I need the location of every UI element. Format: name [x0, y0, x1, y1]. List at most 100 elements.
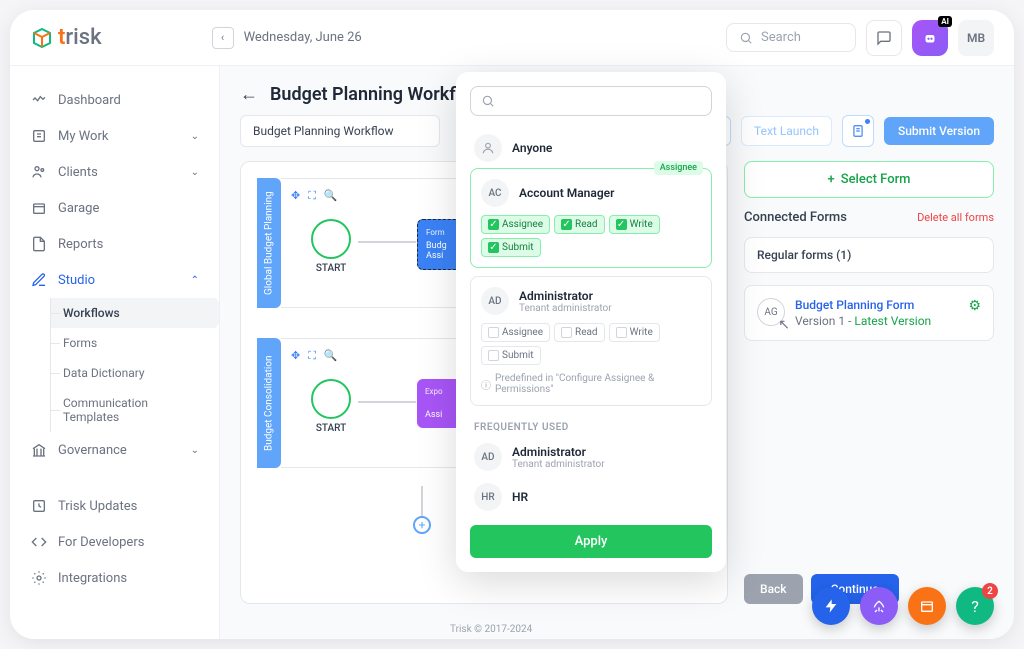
move-icon[interactable]: ✥ — [291, 189, 300, 203]
popup-search[interactable] — [470, 86, 712, 116]
nav-label: Clients — [58, 165, 98, 180]
notification-badge: 2 — [982, 583, 998, 599]
nav-dashboard[interactable]: Dashboard — [10, 82, 219, 118]
subnav-comm-templates[interactable]: Communication Templates — [50, 388, 219, 432]
start-circle-icon — [311, 219, 351, 259]
start-label: START — [311, 423, 351, 434]
move-icon[interactable]: ✥ — [291, 349, 300, 363]
select-form-button[interactable]: +Select Form — [744, 161, 994, 198]
gear-icon[interactable]: ⚙ — [968, 298, 981, 328]
person-icon — [474, 134, 502, 162]
ai-assistant-button[interactable]: AI — [912, 20, 948, 56]
subnav-forms[interactable]: Forms — [50, 328, 219, 358]
chat-icon — [876, 30, 892, 46]
perm-submit[interactable]: Submit — [481, 346, 541, 365]
nav-label: Reports — [58, 237, 103, 252]
connector-line — [358, 241, 416, 243]
workflow-name-input[interactable]: Budget Planning Workflow — [240, 115, 440, 147]
workflow-tab-label[interactable]: Global Budget Planning — [257, 178, 281, 308]
logo[interactable]: trisk — [30, 25, 102, 50]
nav-developers[interactable]: For Developers — [10, 524, 219, 560]
freq-user-admin[interactable]: AD Administrator Tenant administrator — [470, 437, 712, 477]
sidebar: Dashboard My Work⌄ Clients ⌄ Garage Repor… — [10, 66, 220, 639]
text-launch-button[interactable]: Text Launch — [741, 116, 832, 146]
start-node[interactable]: START — [311, 219, 351, 274]
nav-governance[interactable]: Governance⌄ — [10, 432, 219, 468]
perm-assignee[interactable]: ✓Assignee — [481, 215, 550, 234]
updates-icon — [30, 497, 48, 515]
nav-label: Integrations — [58, 571, 127, 586]
logo-text-risk: risk — [65, 25, 101, 50]
user-subtitle: Tenant administrator — [519, 303, 612, 314]
perm-read[interactable]: ✓Read — [554, 215, 605, 234]
zoom-icon[interactable]: 🔍 — [324, 349, 338, 363]
form-card[interactable]: AG↖ Budget Planning Form Version 1 - Lat… — [744, 285, 994, 341]
apply-button[interactable]: Apply — [470, 525, 712, 558]
rocket-icon — [871, 598, 887, 614]
nav-updates[interactable]: Trisk Updates — [10, 488, 219, 524]
nav-studio[interactable]: Studio⌃ — [10, 262, 219, 298]
fab-rocket[interactable] — [860, 587, 898, 625]
user-avatar[interactable]: MB — [958, 20, 994, 56]
user-name: Anyone — [512, 141, 552, 155]
subnav-data-dictionary[interactable]: Data Dictionary — [50, 358, 219, 388]
user-name: Account Manager — [519, 186, 614, 200]
date-prev-button[interactable]: ‹ — [212, 27, 234, 49]
fab-row: ?2 — [812, 587, 994, 625]
studio-icon — [30, 271, 48, 289]
integrations-icon — [30, 569, 48, 587]
code-icon — [30, 533, 48, 551]
governance-icon — [30, 441, 48, 459]
topbar: trisk ‹ Wednesday, June 26 Search AI MB — [10, 10, 1014, 66]
nav-my-work[interactable]: My Work⌄ — [10, 118, 219, 154]
studio-submenu: Workflows Forms Data Dictionary Communic… — [10, 298, 219, 432]
delete-all-link[interactable]: Delete all forms — [917, 211, 994, 224]
chevron-down-icon: ⌄ — [191, 167, 199, 178]
expand-icon[interactable]: ⛶ — [308, 349, 316, 363]
chevron-up-icon: ⌃ — [191, 275, 199, 286]
perm-card-account-manager: Assignee AC Account Manager ✓Assignee ✓R… — [470, 168, 712, 268]
connector-line — [358, 401, 416, 403]
perm-read[interactable]: Read — [554, 323, 605, 342]
notes-button[interactable] — [842, 115, 874, 147]
perm-assignee[interactable]: Assignee — [481, 323, 550, 342]
expand-icon[interactable]: ⛶ — [308, 189, 316, 203]
add-node-button[interactable]: + — [413, 516, 431, 534]
archive-icon — [919, 598, 935, 614]
start-node[interactable]: START — [311, 379, 351, 434]
nav-reports[interactable]: Reports — [10, 226, 219, 262]
connected-forms-header: Connected Forms Delete all forms — [744, 210, 994, 225]
frequently-used-label: FREQUENTLY USED — [470, 414, 712, 437]
chat-button[interactable] — [866, 20, 902, 56]
zoom-icon[interactable]: 🔍 — [324, 189, 338, 203]
back-arrow[interactable]: ← — [240, 84, 258, 105]
form-name: Budget Planning Form — [795, 298, 958, 312]
user-subtitle: Tenant administrator — [512, 459, 605, 470]
search-placeholder: Search — [761, 30, 801, 45]
submit-version-button[interactable]: Submit Version — [884, 117, 994, 145]
perm-write[interactable]: ✓Write — [609, 215, 660, 234]
perm-write[interactable]: Write — [609, 323, 660, 342]
nav-garage[interactable]: Garage — [10, 190, 219, 226]
nav-integrations[interactable]: Integrations — [10, 560, 219, 596]
nav-label: Trisk Updates — [58, 499, 137, 514]
fab-archive[interactable] — [908, 587, 946, 625]
back-button[interactable]: Back — [744, 574, 803, 604]
lightning-icon — [823, 598, 839, 614]
perm-submit[interactable]: ✓Submit — [481, 238, 541, 257]
global-search[interactable]: Search — [726, 23, 856, 52]
assignee-badge: Assignee — [654, 161, 703, 175]
cursor-icon: ↖ — [778, 317, 790, 333]
nav-label: My Work — [58, 129, 108, 144]
fab-lightning[interactable] — [812, 587, 850, 625]
date-text: Wednesday, June 26 — [244, 30, 362, 45]
subnav-workflows[interactable]: Workflows — [50, 298, 219, 328]
right-panel: +Select Form Connected Forms Delete all … — [744, 161, 994, 604]
workflow-tab-label[interactable]: Budget Consolidation — [257, 338, 281, 468]
robot-icon — [921, 29, 939, 47]
freq-user-hr[interactable]: HR HR — [470, 477, 712, 517]
regular-forms-section[interactable]: Regular forms (1) — [744, 237, 994, 273]
nav-clients[interactable]: Clients ⌄ — [10, 154, 219, 190]
fab-help[interactable]: ?2 — [956, 587, 994, 625]
form-version: Version 1 - Latest Version — [795, 314, 958, 328]
